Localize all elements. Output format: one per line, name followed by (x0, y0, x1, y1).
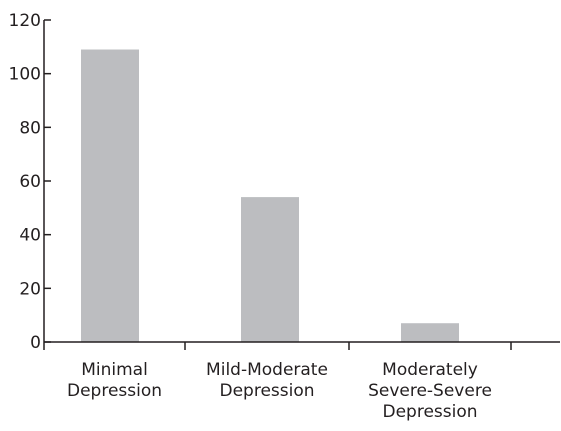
y-tick-label-120: 120 (9, 11, 41, 31)
y-tick-label-80: 80 (19, 118, 41, 138)
y-tick-label-20: 20 (19, 279, 41, 299)
y-tick-label-0: 0 (30, 333, 41, 353)
axes-layer (43, 19, 560, 350)
y-tick-label-40: 40 (19, 226, 41, 246)
x-category-label-0: Minimal Depression (67, 360, 162, 401)
labels-layer: 0 20 40 60 80 100 120 Minimal Depression Mild-Mod… (9, 11, 492, 422)
y-tick-label-100: 100 (9, 65, 41, 85)
y-tick-label-60: 60 (19, 172, 41, 192)
x-category-label-1: Mild-Moderate Depression (206, 360, 328, 401)
bar-1 (241, 197, 299, 342)
x-category-label-2: Moderately Severe-Severe Depression (368, 360, 492, 422)
bar-0 (81, 49, 139, 343)
bars-layer (81, 49, 459, 343)
bar-2 (401, 323, 459, 342)
